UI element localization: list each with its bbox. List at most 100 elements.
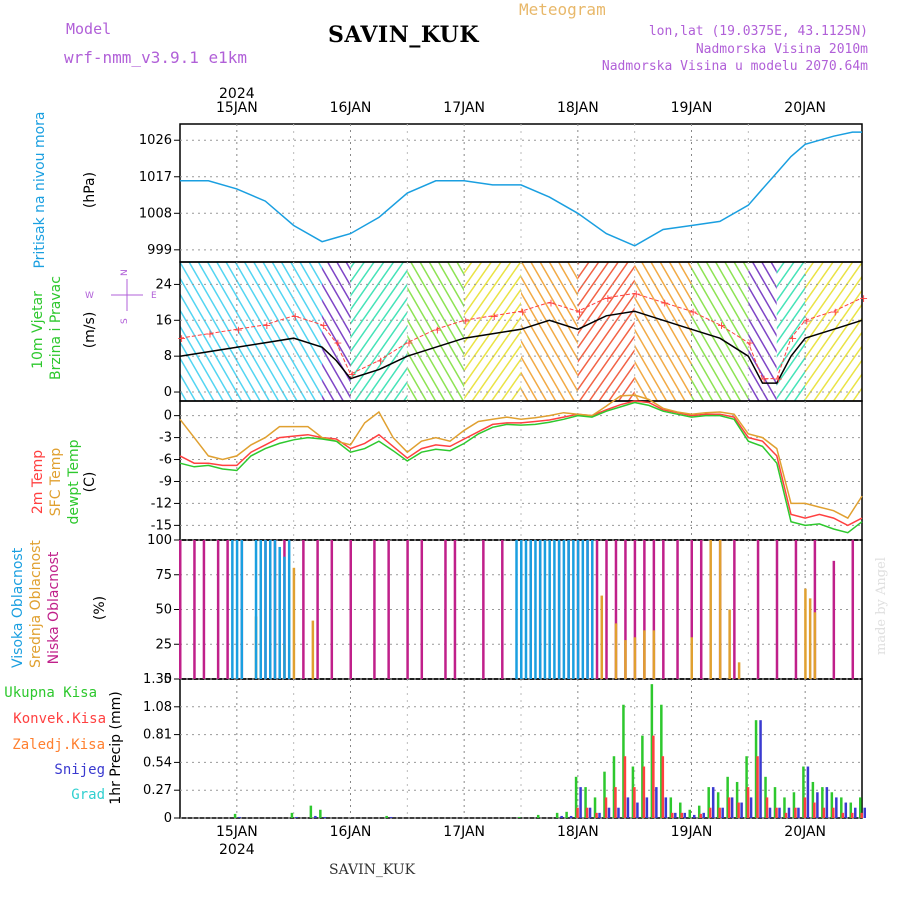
precip-bar-ukupnakisa (726, 776, 729, 818)
ytick-label: 0.27 (143, 783, 172, 798)
precip-bar-snijeg (702, 812, 705, 818)
cloud-bar-srednja (652, 630, 656, 679)
cloud-bar-visoka (562, 540, 566, 679)
precip-bar-konvekkisa (633, 787, 636, 818)
ytick-label: 16 (155, 313, 172, 328)
cloud-bar-srednja (633, 637, 637, 679)
precip-bar-snijeg (588, 807, 592, 818)
cloud-bar-niska (676, 540, 679, 679)
cloud-bar-niska (316, 540, 319, 679)
precip-bar-snijeg (854, 807, 857, 818)
precip-bar-ukupnakisa (859, 797, 862, 818)
precip-bar-konvekkisa (652, 735, 655, 818)
day-label-top: 18JAN (557, 100, 599, 116)
compass-n: N (120, 269, 130, 276)
precip-bar-snijeg (749, 797, 753, 818)
ytick-label: 0.54 (143, 755, 172, 770)
cloud-bar-srednja (804, 588, 807, 679)
cloud-bar-niska (662, 540, 665, 679)
gust-marker: + (348, 368, 357, 381)
cloud-bar-visoka (534, 540, 537, 679)
precip-bar-snijeg (636, 802, 639, 818)
precip-bar-konvekkisa (661, 756, 665, 818)
cloud-bar-visoka (572, 540, 575, 679)
precip-bar-konvekkisa (708, 807, 712, 818)
precip-bar-snijeg (778, 807, 781, 818)
station-title: SAVIN_KUK (328, 22, 479, 48)
gust-marker: + (802, 314, 811, 327)
precip-bar-ukupnakisa (536, 814, 540, 818)
precip-bar-snijeg (607, 807, 611, 818)
cloud-bar-niska (216, 540, 220, 679)
precip-bar-ukupnakisa (603, 771, 606, 818)
precip-bar-snijeg (844, 802, 848, 818)
ytick-label: 100 (147, 533, 172, 548)
cloud-bar-niska (756, 540, 760, 679)
year-label-bottom: 2024 (219, 842, 255, 858)
day-label-top: 16JAN (330, 100, 372, 116)
gust-marker: + (490, 310, 499, 323)
cloud-bar-visoka (586, 540, 589, 679)
precip-bar-snijeg (825, 787, 829, 818)
precip-bar-ukupnakisa (783, 797, 786, 818)
gust-marker: + (461, 314, 470, 327)
cloud-bar-niska (813, 540, 817, 679)
cloud-bar-niska (373, 540, 376, 679)
precip-bar-konvekkisa (756, 756, 759, 818)
precip-bar-ukupnakisa (697, 805, 701, 818)
precip-bar-konvekkisa (585, 807, 589, 818)
gust-marker: + (717, 319, 726, 332)
ytick-label: 1.35 (143, 672, 172, 687)
gust-marker: + (262, 319, 271, 332)
ytick-label: 50 (155, 603, 172, 618)
cloud-bar-niska (699, 540, 703, 679)
cloud-bar-niska (420, 540, 424, 679)
gust-marker: + (689, 305, 698, 318)
precip-bar-snijeg (730, 797, 734, 818)
cloud-bar-srednja (600, 595, 604, 679)
precip-bar-snijeg (617, 807, 620, 818)
gust-marker: + (433, 323, 442, 336)
cloud-bar-visoka (524, 540, 528, 679)
wind-direction-band (322, 262, 351, 401)
precip-bar-snijeg (560, 815, 563, 818)
gust-marker: + (291, 310, 300, 323)
series-line-2m-temp (179, 400, 863, 527)
cloud-bar-niska (387, 540, 390, 679)
gust-marker: + (632, 287, 641, 300)
cloud-bar-niska (444, 540, 447, 679)
wind-direction-band (776, 262, 806, 401)
precip-bar-ukupnakisa (716, 792, 720, 818)
lonlat-text: lon,lat (19.0375E, 43.1125N) (648, 24, 868, 39)
precip-bar-konvekkisa (803, 797, 807, 818)
precip-bar-konvekkisa (642, 766, 646, 818)
precip-bar-ukupnakisa (290, 812, 294, 818)
cloud-bar-visoka (520, 540, 523, 679)
cloud-bar-niska (193, 540, 196, 679)
precip-bar-snijeg (787, 807, 791, 818)
cloud-bar-srednja (813, 612, 817, 679)
cloud-bar-niska (775, 540, 779, 679)
cloud-bar-niska (851, 540, 855, 679)
cloud-bar-niska (614, 540, 618, 679)
day-label-bottom: 20JAN (784, 824, 826, 840)
model-value: wrf-nmm_v3.9.1 e1km (64, 48, 248, 67)
cloud-bar-niska (501, 540, 504, 679)
altitude-text: Nadmorska Visina 2010m (695, 42, 868, 57)
day-label-top: 19JAN (671, 100, 713, 116)
series-line-pressure (180, 131, 862, 247)
gust-marker: + (376, 355, 385, 368)
wind-direction-band (805, 262, 862, 401)
precip-bar-ukupnakisa (754, 720, 758, 818)
cloud-bar-srednja (808, 598, 812, 679)
cloud-bar-srednja (690, 637, 693, 679)
cloud-bar-niska (794, 540, 798, 679)
cloud-bar-srednja (728, 609, 731, 679)
precip-bar-ukupnakisa (679, 802, 682, 818)
precip-bar-konvekkisa (860, 812, 863, 818)
cloud-bar-srednja (643, 630, 646, 679)
gust-marker: + (333, 337, 342, 350)
legend-zaledj: Zaledj.Kisa (12, 737, 105, 753)
wind-direction-band (407, 262, 465, 401)
gust-marker: + (660, 296, 669, 309)
